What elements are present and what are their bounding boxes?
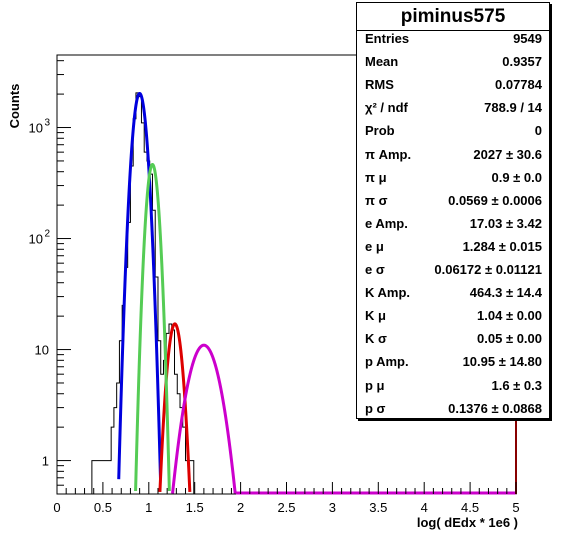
stats-row: Mean 0.9357: [357, 50, 549, 73]
x-tick-label: 1: [145, 500, 152, 515]
stats-row-value: 0.07784: [495, 77, 542, 93]
x-tick-label: 3: [329, 500, 336, 515]
stats-row-label: e Amp.: [365, 215, 408, 231]
stats-row-label: π μ: [365, 169, 387, 185]
stats-box: piminus575 Entries 9549 Mean 0.9357 RMS 0.077…: [356, 2, 550, 419]
stats-row: Prob 0: [357, 119, 549, 142]
x-tick-label: 4.5: [461, 500, 479, 515]
stats-row-value: 0.05 ± 0.00: [477, 331, 542, 347]
x-tick-label: 2.5: [277, 500, 295, 515]
stats-row: p μ 1.6 ± 0.3: [357, 374, 549, 397]
fit-curves-layer: [117, 91, 517, 495]
stats-title: piminus575: [357, 3, 549, 31]
stats-row-value: 788.9 / 14: [484, 100, 542, 116]
x-tick-label: 3.5: [369, 500, 387, 515]
y-tick-label: 10: [29, 232, 43, 247]
fit-curve-p: [171, 343, 237, 494]
x-tick-label: 1.5: [186, 500, 204, 515]
stats-row-value: 2027 ± 30.6: [473, 146, 542, 162]
stats-row-value: 0: [534, 123, 542, 139]
stats-row-label: Prob: [365, 123, 395, 139]
y-axis-title: Counts: [7, 84, 22, 129]
stats-row-label: Mean: [365, 54, 399, 70]
y-tick-exponent: 3: [44, 118, 50, 129]
stats-row-value: 0.06172 ± 0.01121: [434, 262, 542, 277]
x-tick-label: 0.5: [94, 500, 112, 515]
x-tick-label: 2: [237, 500, 244, 515]
stats-row: π σ 0.0569 ± 0.0006: [357, 189, 549, 212]
stats-row-label: χ² / ndf: [365, 100, 408, 116]
stats-row-label: RMS: [365, 77, 394, 93]
stats-row: e μ 1.284 ± 0.015: [357, 235, 549, 258]
x-tick-label: 0: [53, 500, 60, 515]
stats-row-value: 0.9 ± 0.0: [491, 169, 542, 185]
y-tick-label: 10: [29, 121, 43, 136]
stats-row-value: 464.3 ± 14.4: [469, 285, 542, 301]
stats-row-label: p Amp.: [365, 354, 409, 370]
histogram-layer: [91, 92, 195, 494]
stats-row-value: 9549: [513, 31, 542, 46]
y-tick-exponent: 2: [44, 229, 50, 240]
stats-row: Entries 9549: [357, 27, 549, 50]
stats-row: e σ 0.06172 ± 0.01121: [357, 258, 549, 281]
stats-row-label: π Amp.: [365, 146, 412, 162]
stats-row-label: e σ: [365, 262, 385, 277]
stats-row: p Amp. 10.95 ± 14.80: [357, 350, 549, 373]
stats-row: RMS 0.07784: [357, 73, 549, 96]
stats-row: K σ 0.05 ± 0.00: [357, 327, 549, 350]
histogram-outline: [91, 92, 195, 494]
stats-row-value: 0.1376 ± 0.0868: [448, 400, 542, 416]
stats-row: K Amp. 464.3 ± 14.4: [357, 281, 549, 304]
stats-row-label: p μ: [365, 377, 385, 393]
stats-row-label: K σ: [365, 331, 387, 347]
stats-row-label: e μ: [365, 238, 384, 254]
stats-row-value: 17.03 ± 3.42: [469, 215, 542, 231]
fit-curve-pi: [117, 91, 163, 480]
stats-row: e Amp. 17.03 ± 3.42: [357, 212, 549, 235]
stats-row-label: Entries: [365, 31, 410, 46]
stats-row-value: 0.9357: [502, 54, 542, 70]
stats-row-value: 10.95 ± 14.80: [462, 354, 542, 370]
stats-row: p σ 0.1376 ± 0.0868: [357, 397, 549, 420]
stats-row-label: K Amp.: [365, 285, 411, 301]
stats-row-value: 1.04 ± 0.00: [477, 308, 542, 324]
x-tick-label: 4: [421, 500, 428, 515]
x-tick-label: 5: [512, 500, 519, 515]
stats-row-value: 0.0569 ± 0.0006: [448, 192, 542, 208]
stats-row-label: K μ: [365, 308, 386, 324]
stats-row-value: 1.6 ± 0.3: [491, 377, 542, 393]
stats-row: π Amp. 2027 ± 30.6: [357, 143, 549, 166]
stats-row: K μ 1.04 ± 0.00: [357, 304, 549, 327]
stats-row: π μ 0.9 ± 0.0: [357, 166, 549, 189]
y-tick-label: 1: [42, 454, 49, 469]
stats-row-value: 1.284 ± 0.015: [462, 238, 542, 254]
x-axis-title: log( dEdx * 1e6 ): [417, 515, 518, 530]
stats-row: χ² / ndf 788.9 / 14: [357, 96, 549, 119]
stats-row-label: π σ: [365, 192, 388, 208]
y-tick-label: 10: [35, 343, 49, 358]
fit-curve-K: [134, 163, 171, 492]
stats-row-label: p σ: [365, 400, 386, 416]
